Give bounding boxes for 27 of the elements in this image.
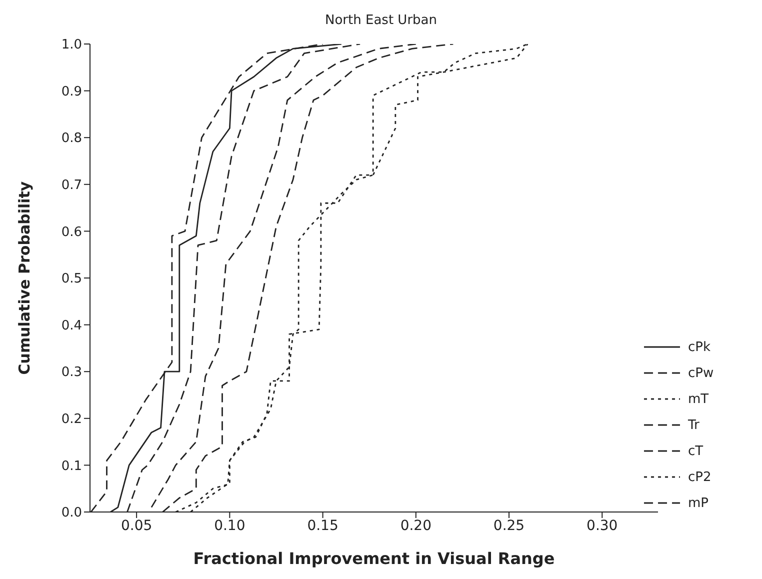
y-tick-label: 0.2 [61, 412, 82, 428]
y-tick-label: 0.9 [61, 84, 82, 100]
y-tick-label: 0.8 [61, 131, 82, 146]
x-axis-title: Fractional Improvement in Visual Range [193, 549, 555, 568]
legend-label: Tr [688, 418, 700, 432]
x-tick-label: 0.20 [400, 518, 432, 534]
y-tick-label: 0.3 [61, 365, 82, 380]
y-tick-label: 0.0 [61, 506, 82, 521]
y-axis-title: Cumulative Probability [15, 181, 34, 375]
x-tick-label: 0.25 [493, 518, 525, 534]
x-tick-label: 0.05 [120, 518, 152, 534]
y-tick-label: 0.4 [61, 318, 82, 334]
x-tick-label: 0.10 [214, 518, 246, 534]
legend-label: cT [688, 444, 704, 458]
legend-label: cPk [688, 340, 711, 354]
legend-label: mT [688, 392, 709, 406]
y-tick-label: 0.7 [61, 178, 82, 194]
legend-label: cPw [688, 366, 714, 380]
chart-title: North East Urban [324, 12, 438, 30]
legend-label: cP2 [688, 470, 712, 484]
x-tick-label: 0.30 [586, 518, 618, 534]
x-tick-label: 0.15 [307, 518, 338, 534]
y-tick-label: 0.1 [61, 458, 82, 474]
y-tick-label: 1.0 [61, 38, 82, 53]
legend-label: mP [688, 496, 709, 510]
y-tick-label: 0.5 [61, 272, 82, 287]
y-tick-label: 0.6 [61, 224, 82, 240]
